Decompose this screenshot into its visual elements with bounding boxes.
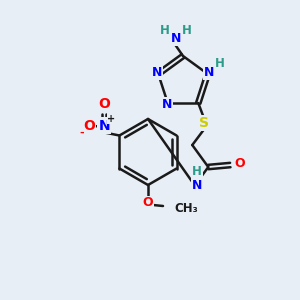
Text: H: H (160, 23, 170, 37)
Text: O: O (83, 118, 95, 133)
Text: -: - (79, 128, 84, 137)
Text: N: N (161, 98, 172, 110)
Text: N: N (99, 118, 110, 133)
Text: H: H (182, 23, 192, 37)
Text: N: N (192, 178, 202, 191)
Text: +: + (107, 113, 116, 124)
Text: H: H (215, 58, 225, 70)
Text: H: H (192, 164, 202, 178)
Text: S: S (199, 116, 209, 130)
Text: N: N (152, 67, 163, 80)
Text: O: O (143, 196, 153, 209)
Text: N: N (203, 67, 214, 80)
Text: O: O (98, 98, 110, 112)
Text: O: O (234, 157, 244, 169)
Text: CH₃: CH₃ (174, 202, 198, 214)
Text: N: N (171, 32, 181, 44)
